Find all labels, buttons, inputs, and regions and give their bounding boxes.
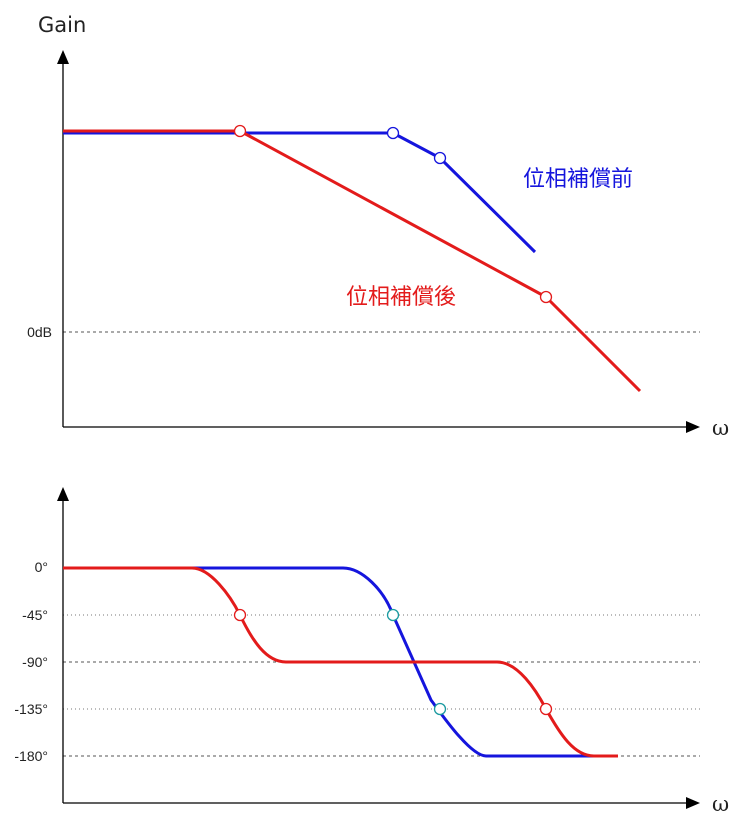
gain-line-after (63, 129, 642, 393)
phase-tick-180: -180° (14, 748, 48, 764)
gain-axis-title: Gain (38, 13, 86, 37)
gain-corner-marker-after-1 (233, 124, 247, 138)
phase-tick-45: -45° (22, 607, 48, 623)
phase-tick-0: 0° (35, 559, 48, 575)
label-before-compensation: 位相補償前 (523, 167, 633, 192)
gain-y-arrow (57, 50, 69, 64)
gain-x-axis-label: ω (712, 416, 729, 440)
phase-marker-before-2 (433, 702, 447, 716)
phase-line-before (63, 566, 618, 758)
zero-db-label: 0dB (27, 324, 52, 340)
gain-corner-marker-before-2 (433, 151, 447, 165)
phase-plot: 0° -45° -90° -135° -180° ω (14, 487, 729, 816)
gain-plot: Gain 0dB ω 位相補償前 位相補償後 (27, 13, 729, 440)
gain-line-before (63, 131, 537, 254)
gain-corner-marker-before-1 (386, 126, 400, 140)
phase-x-arrow (686, 797, 700, 809)
phase-marker-after-1 (233, 608, 247, 622)
gain-corner-marker-after-2 (539, 290, 553, 304)
label-after-compensation: 位相補償後 (346, 285, 456, 310)
phase-x-axis-label: ω (712, 792, 729, 816)
phase-tick-135: -135° (14, 701, 48, 717)
gain-x-arrow (686, 421, 700, 433)
phase-line-after (63, 566, 618, 758)
phase-y-arrow (57, 487, 69, 501)
phase-tick-90: -90° (22, 654, 48, 670)
phase-marker-before-1 (386, 608, 400, 622)
phase-marker-after-2 (539, 702, 553, 716)
